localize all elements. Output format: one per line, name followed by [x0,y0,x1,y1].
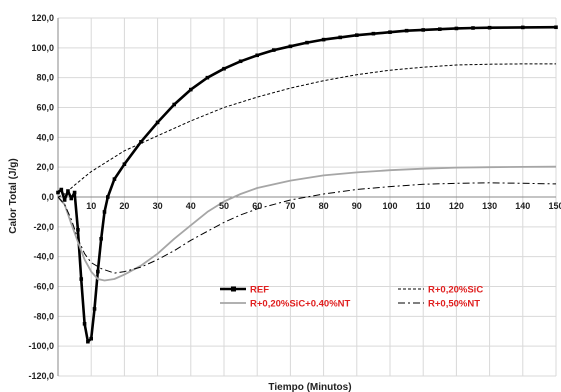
y-tick-label: 40,0 [36,132,54,142]
series-point-0 [305,40,309,45]
x-tick-label: 70 [285,201,295,211]
axes [57,18,556,376]
series-line-3 [57,182,557,274]
series-point-0 [487,25,492,30]
series-point-0 [172,102,176,107]
series-point-0 [404,28,409,33]
x-tick-label: 30 [153,201,163,211]
legend: REF R+0,20%SiC R+0,20%SiC+0.40%NT R+0,50%NT [220,285,483,310]
series-point-0 [288,44,293,49]
x-tick-label: 110 [416,201,431,211]
y-tick-label: 120,0 [31,13,54,23]
series-point-0 [421,28,425,32]
series-point-0 [76,228,80,232]
y-tick-label: 60,0 [36,103,54,113]
series-point-0 [79,277,84,281]
series-point-0 [62,198,67,202]
y-tick-label: 100,0 [31,43,54,53]
series-point-0 [222,66,226,71]
series-point-0 [99,236,103,241]
series-point-0 [92,307,97,311]
x-tick-label: 150 [548,201,561,211]
series-point-0 [106,195,110,199]
y-tick-label: -100,0 [28,341,54,351]
x-tick-label: 10 [86,201,96,211]
y-tick-label: 20,0 [36,162,54,172]
series-point-0 [371,31,376,36]
series-point-0 [454,26,459,31]
series-point-0 [139,140,143,144]
x-tick-label: 120 [449,201,464,211]
tick-labels: 120,0 100,0 80,0 60,0 40,0 20,0 0,0 -20,0 -40,0 -… [28,13,561,381]
series-point-0 [388,30,392,34]
series-point-0 [59,187,64,192]
series-point-0 [238,59,243,64]
x-tick-label: 90 [352,201,362,211]
y-tick-label: -60,0 [33,282,54,292]
legend-marker-0 [231,286,236,292]
x-tick-label: 50 [219,201,229,211]
series-point-0 [89,336,93,341]
series-point-0 [554,25,558,30]
series-point-0 [122,162,127,166]
series-point-0 [338,35,342,40]
series-point-0 [56,190,60,195]
series-line-1 [57,63,556,198]
series-point-0 [471,26,475,30]
series-point-0 [112,177,117,181]
y-tick-label: -80,0 [33,311,54,321]
series-point-0 [321,37,326,42]
x-tick-label: 40 [186,201,196,211]
series-point-0 [102,210,107,214]
series-point-0 [155,120,160,125]
series-point-0 [255,53,259,58]
x-tick-label: 100 [382,201,397,211]
legend-label-3: R+0,50%NT [428,299,480,310]
y-tick-label: 0,0 [41,192,54,202]
y-tick-label: -120,0 [28,371,54,381]
series-point-0 [438,27,442,31]
y-tick-label: -40,0 [33,252,54,262]
series-point-0 [86,339,90,344]
x-tick-label: 60 [252,201,262,211]
series-lines [56,25,558,344]
series-point-0 [96,269,100,274]
series-point-0 [72,190,77,195]
legend-label-1: R+0,20%SiC [428,285,483,296]
series-point-0 [69,196,74,201]
series-point-0 [205,75,210,80]
series-point-0 [521,25,525,30]
series-point-0 [189,87,193,92]
series-point-0 [272,48,276,52]
x-axis-label: Tiempo (Minutos) [268,382,351,392]
x-tick-label: 20 [119,201,129,211]
x-tick-label: 140 [515,201,530,211]
y-axis-label: Calor Total (J/g) [8,158,19,233]
series-line-0 [57,25,557,343]
series-point-0 [82,321,87,326]
legend-label-0: REF [250,285,269,296]
x-tick-label: 80 [319,201,329,211]
y-tick-label: 80,0 [36,73,54,83]
x-tick-label: 130 [482,201,497,211]
legend-label-2: R+0,20%SiC+0.40%NT [250,299,351,310]
y-tick-label: -20,0 [33,222,54,232]
series-point-0 [355,33,359,37]
series-line-2 [57,165,557,282]
